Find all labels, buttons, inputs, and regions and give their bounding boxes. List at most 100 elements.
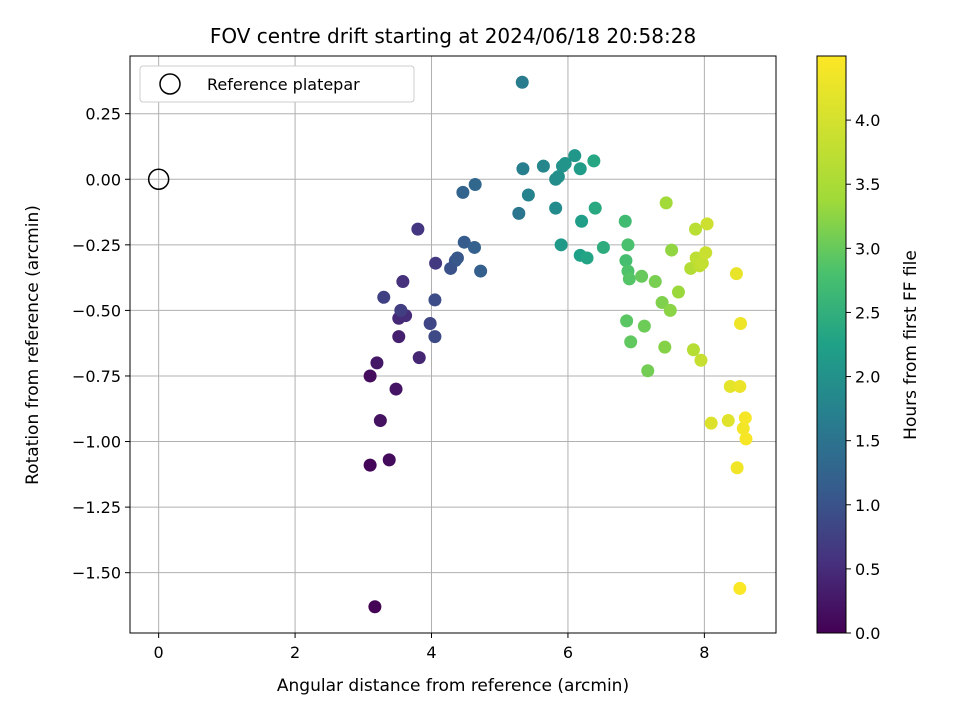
data-point xyxy=(700,217,714,231)
data-point xyxy=(729,267,743,281)
data-point xyxy=(516,162,530,176)
colorbar-tick-label: 0.5 xyxy=(855,560,880,579)
data-point xyxy=(456,185,470,199)
data-point xyxy=(549,201,563,215)
data-point xyxy=(695,256,709,270)
data-point xyxy=(368,600,382,614)
data-point xyxy=(474,264,488,278)
colorbar-tick-label: 3.0 xyxy=(855,239,880,258)
legend-marker xyxy=(159,73,181,95)
data-point xyxy=(580,251,594,265)
legend-box xyxy=(139,65,415,103)
data-point xyxy=(428,330,442,344)
data-point xyxy=(457,235,471,249)
y-tick-label: 0.00 xyxy=(85,170,121,189)
colorbar-label: Hours from first FF file xyxy=(901,250,921,440)
data-point xyxy=(392,330,406,344)
data-point xyxy=(568,149,582,163)
data-point xyxy=(382,453,396,467)
data-point xyxy=(738,411,752,425)
data-point xyxy=(721,414,735,428)
data-point xyxy=(618,214,632,228)
data-points xyxy=(147,75,753,614)
data-point xyxy=(558,157,572,171)
data-point xyxy=(620,314,634,328)
colorbar-tick-label: 2.5 xyxy=(855,303,880,322)
data-point xyxy=(468,178,482,192)
colorbar-tick-label: 4.0 xyxy=(855,111,880,130)
data-point xyxy=(521,188,535,202)
x-axis-label: Angular distance from reference (arcmin) xyxy=(277,676,629,696)
data-point xyxy=(370,356,384,370)
data-point xyxy=(621,238,635,252)
data-point xyxy=(411,222,425,236)
y-axis-label: Rotation from reference (arcmin) xyxy=(23,205,43,485)
data-point xyxy=(596,240,610,254)
data-point xyxy=(575,214,589,228)
y-tick-label: −0.25 xyxy=(72,236,121,255)
data-point xyxy=(373,414,387,428)
data-point xyxy=(736,421,750,435)
colorbar-tick-label: 1.0 xyxy=(855,496,880,515)
y-tick-label: 0.25 xyxy=(85,105,121,124)
colorbar-tick-label: 2.0 xyxy=(855,368,880,387)
y-tick-label: −0.50 xyxy=(72,301,121,320)
data-point xyxy=(663,303,677,317)
data-point xyxy=(512,206,526,220)
data-point xyxy=(694,353,708,367)
colorbar-tick-label: 3.5 xyxy=(855,175,880,194)
y-tick-label: −1.00 xyxy=(72,433,121,452)
data-point xyxy=(412,351,426,365)
data-point xyxy=(730,461,744,475)
data-point xyxy=(551,170,565,184)
data-point xyxy=(394,303,408,317)
data-point xyxy=(450,251,464,265)
x-tick-label: 8 xyxy=(699,643,709,662)
data-point xyxy=(739,432,753,446)
data-point xyxy=(704,416,718,430)
data-point xyxy=(734,317,748,331)
data-point xyxy=(686,343,700,357)
colorbar-ticks: 0.0 0.5 1.0 1.5 2.0 2.5 3.0 3.5 4.0 xyxy=(846,111,880,643)
colorbar: 0.0 0.5 1.0 1.5 2.0 2.5 3.0 3.5 4.0 Hours from f… xyxy=(816,55,921,643)
data-point xyxy=(637,319,651,333)
y-tick-label: −0.75 xyxy=(72,367,121,386)
data-point xyxy=(587,154,601,168)
grid-lines xyxy=(130,56,776,633)
data-point xyxy=(723,379,737,393)
data-point xyxy=(536,159,550,173)
x-axis-ticks: 0 2 4 6 8 xyxy=(154,633,709,662)
data-point xyxy=(733,379,747,393)
data-point xyxy=(428,293,442,307)
data-point xyxy=(363,369,377,383)
data-point xyxy=(733,581,747,595)
plot-area-frame xyxy=(129,55,777,634)
y-tick-label: −1.50 xyxy=(72,564,121,583)
x-tick-label: 4 xyxy=(426,643,436,662)
data-point xyxy=(699,246,713,260)
data-point xyxy=(648,275,662,289)
data-point xyxy=(467,240,481,254)
data-point xyxy=(554,238,568,252)
legend-entry-reference-platepar: Reference platepar xyxy=(207,75,360,94)
data-point xyxy=(396,275,410,289)
colorbar-gradient xyxy=(816,55,847,634)
data-point xyxy=(573,162,587,176)
data-point xyxy=(658,340,672,354)
y-tick-label: −1.25 xyxy=(72,498,121,517)
x-tick-label: 0 xyxy=(154,643,164,662)
data-point xyxy=(389,382,403,396)
y-axis-ticks: −1.50 −1.25 −1.00 −0.75 −0.50 −0.25 0.00 0.25 xyxy=(72,105,130,583)
x-tick-label: 6 xyxy=(563,643,573,662)
data-point xyxy=(429,256,443,270)
data-point xyxy=(515,75,529,89)
data-point xyxy=(689,222,703,236)
data-point xyxy=(624,335,638,349)
data-point xyxy=(659,196,673,210)
chart-title: FOV centre drift starting at 2024/06/18 … xyxy=(210,24,696,48)
data-point xyxy=(641,364,655,378)
colorbar-tick-label: 1.5 xyxy=(855,432,880,451)
data-point xyxy=(671,285,685,299)
data-point xyxy=(363,458,377,472)
